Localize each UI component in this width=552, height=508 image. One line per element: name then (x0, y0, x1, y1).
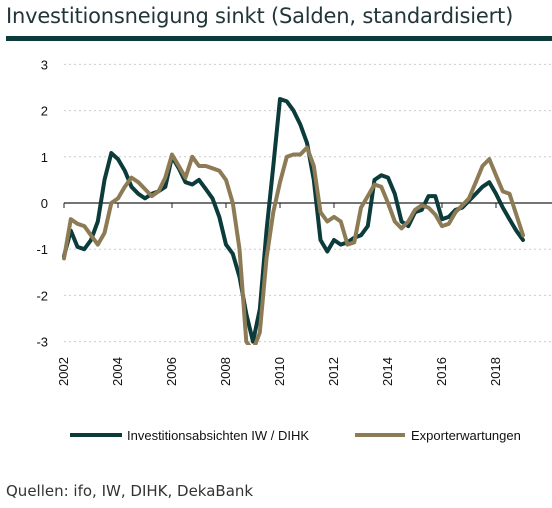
y-tick-label: -3 (36, 335, 48, 350)
grid-lines (63, 63, 552, 343)
series-lines (62, 97, 525, 345)
x-tick-label: 2014 (380, 357, 395, 386)
x-tick-label: 2002 (56, 357, 71, 386)
series-line-investitionsabsichten (62, 97, 525, 344)
y-tick-labels: 3 2 1 0 -1 -2 -3 (36, 57, 48, 349)
legend: Investitionsabsichten IW / DIHK Exporter… (70, 428, 521, 443)
y-tick-label: 2 (41, 104, 48, 119)
y-tick-label: 1 (41, 150, 48, 165)
x-tick-label: 2012 (326, 357, 341, 386)
x-tick-label: 2006 (164, 357, 179, 386)
chart-title: Investitionsneigung sinkt (Salden, stand… (6, 4, 514, 28)
x-tick-labels: 2002 2004 2006 2008 2010 2012 2014 2016 2018 (56, 357, 503, 386)
y-tick-label: -1 (36, 242, 48, 257)
y-tick-label: 0 (41, 196, 48, 211)
x-tick-label: 2008 (218, 357, 233, 386)
source-note: Quellen: ifo, IW, DIHK, DekaBank (6, 482, 254, 500)
series-line-exporterwartungen (62, 145, 525, 345)
x-tick-label: 2018 (488, 357, 503, 386)
legend-label-exporterwartungen: Exporterwartungen (411, 428, 521, 443)
x-tick-label: 2004 (110, 357, 125, 386)
y-tick-label: 3 (41, 57, 48, 72)
title-rule (6, 36, 552, 41)
y-tick-label: -2 (36, 288, 48, 303)
x-tick-label: 2010 (272, 357, 287, 386)
x-tick-label: 2016 (434, 357, 449, 386)
legend-label-investitionsabsichten: Investitionsabsichten IW / DIHK (127, 428, 309, 443)
